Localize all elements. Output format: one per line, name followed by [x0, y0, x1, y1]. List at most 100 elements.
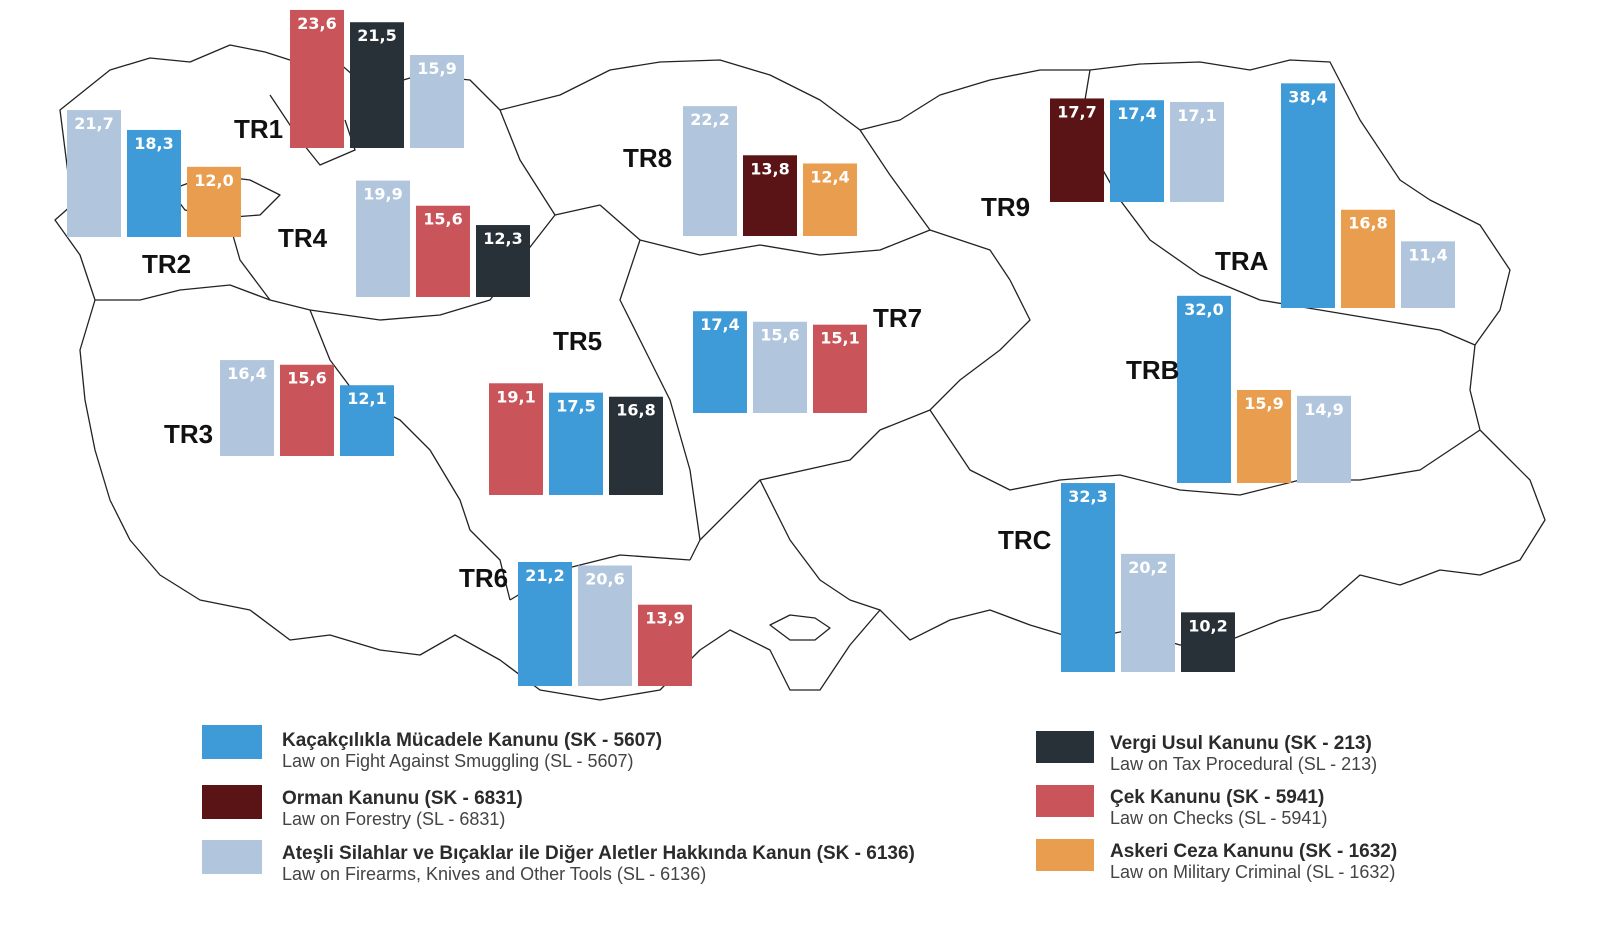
- bar-value-label: 19,9: [363, 185, 402, 204]
- bar-tr2-military: [187, 166, 241, 237]
- bar-value-label: 20,6: [585, 569, 624, 588]
- legend-item-smuggling: Kaçakçılıkla Mücadele Kanunu (SK - 5607)…: [202, 725, 662, 771]
- bar-group-tr6: 21,2 20,6 13,9: [518, 561, 692, 686]
- bar-tr9-firearms: [1170, 101, 1224, 202]
- region-labels: TR1 TR2 TR3 TR4 TR5 TR6 TR7 TR8 TR9 TRA TRB TRC: [142, 114, 1269, 593]
- bar-trb-smuggling: [1177, 295, 1231, 483]
- legend-title: Askeri Ceza Kanunu (SK - 1632): [1110, 841, 1397, 862]
- bar-tr4-checks: [416, 205, 470, 297]
- bar-tr5-checks: [489, 383, 543, 495]
- legend-item-military: Askeri Ceza Kanunu (SK - 1632) Law on Mi…: [1036, 839, 1397, 882]
- bar-value-label: 15,6: [423, 210, 462, 229]
- bar-tr7-checks: [813, 324, 867, 413]
- bar-group-trc: 32,3 20,2 10,2: [1061, 483, 1235, 672]
- bar-value-label: 17,5: [556, 397, 595, 416]
- region-label-tr7: TR7: [873, 303, 922, 333]
- bar-value-label: 16,4: [227, 364, 266, 383]
- region-label-tr9: TR9: [981, 192, 1030, 222]
- region-label-tra: TRA: [1215, 246, 1269, 276]
- border-tr2-tr3: [95, 284, 271, 301]
- bar-value-label: 21,7: [74, 114, 113, 133]
- bar-tr1-checks: [290, 9, 344, 148]
- bar-value-label: 12,1: [347, 389, 386, 408]
- border-tra-trb: [1199, 274, 1476, 346]
- bar-group-tr3: 16,4 15,6 12,1: [220, 360, 394, 456]
- bar-tr9-forestry: [1050, 98, 1104, 202]
- bar-trc-tax: [1181, 612, 1235, 672]
- bar-tr4-firearms: [356, 180, 410, 297]
- bar-value-label: 10,2: [1188, 616, 1227, 635]
- country-outline: [54, 44, 1546, 701]
- bar-value-label: 23,6: [297, 14, 336, 33]
- legend-swatch-firearms: [202, 840, 262, 874]
- bar-value-label: 19,1: [496, 387, 535, 406]
- bar-group-tr1: 23,6 21,5 15,9: [290, 9, 464, 149]
- legend-swatch-forestry: [202, 785, 262, 819]
- region-label-tr4: TR4: [278, 223, 328, 253]
- legend-item-forestry: Orman Kanunu (SK - 6831) Law on Forestry…: [202, 785, 523, 829]
- bar-value-label: 15,6: [287, 369, 326, 388]
- bar-value-label: 18,3: [134, 134, 173, 153]
- bar-value-label: 21,2: [525, 566, 564, 585]
- region-label-trc: TRC: [998, 525, 1052, 555]
- border-tr3-tr5: [309, 309, 511, 601]
- bar-tr7-smuggling: [693, 311, 747, 413]
- bar-tr6-checks: [638, 604, 692, 686]
- bar-tr8-firearms: [683, 106, 737, 236]
- bar-tr8-military: [803, 163, 857, 236]
- bar-value-label: 17,7: [1057, 102, 1096, 121]
- bar-value-label: 15,9: [1244, 394, 1283, 413]
- bar-tra-firearms: [1401, 241, 1455, 308]
- bar-tr9-smuggling: [1110, 100, 1164, 202]
- bar-value-label: 21,5: [357, 26, 396, 45]
- bar-value-label: 16,8: [616, 401, 655, 420]
- bar-tr4-tax: [476, 225, 530, 297]
- bar-value-label: 22,2: [690, 110, 729, 129]
- bar-value-label: 12,3: [483, 229, 522, 248]
- bar-value-label: 15,1: [820, 329, 859, 348]
- bar-tr5-smuggling: [549, 392, 603, 495]
- region-label-tr5: TR5: [553, 326, 602, 356]
- border-tr8-tr7: [639, 229, 1011, 281]
- bar-value-label: 17,4: [1117, 104, 1156, 123]
- bar-value-label: 38,4: [1288, 87, 1327, 106]
- bar-value-label: 12,4: [810, 167, 849, 186]
- border-tr4-tr8: [499, 109, 556, 216]
- legend-item-tax: Vergi Usul Kanunu (SK - 213) Law on Tax …: [1036, 731, 1377, 774]
- legend-subtitle: Law on Forestry (SL - 6831): [282, 809, 505, 829]
- bar-tr3-firearms: [220, 360, 274, 456]
- bar-value-label: 17,4: [700, 315, 739, 334]
- bar-value-label: 14,9: [1304, 400, 1343, 419]
- bar-value-label: 16,8: [1348, 214, 1387, 233]
- legend-title: Orman Kanunu (SK - 6831): [282, 788, 523, 809]
- legend-subtitle: Law on Military Criminal (SL - 1632): [1110, 862, 1395, 882]
- bar-value-label: 32,3: [1068, 487, 1107, 506]
- legend-item-checks: Çek Kanunu (SK - 5941) Law on Checks (SL…: [1036, 785, 1327, 828]
- bar-group-tr7: 17,4 15,6 15,1: [693, 311, 867, 413]
- legend-subtitle: Law on Firearms, Knives and Other Tools …: [282, 864, 706, 884]
- legend-title: Vergi Usul Kanunu (SK - 213): [1110, 733, 1372, 754]
- bar-tr6-firearms: [578, 565, 632, 686]
- legend-swatch-checks: [1036, 785, 1094, 817]
- legend-swatch-tax: [1036, 731, 1094, 763]
- bar-group-tr4: 19,9 15,6 12,3: [356, 180, 530, 297]
- bar-tr2-smuggling: [127, 129, 181, 237]
- bar-value-label: 11,4: [1408, 245, 1447, 264]
- bar-tra-smuggling: [1281, 83, 1335, 308]
- bar-tr1-tax: [350, 22, 404, 149]
- bar-tr6-smuggling: [518, 561, 572, 686]
- bar-value-label: 13,9: [645, 609, 684, 628]
- bar-value-label: 32,0: [1184, 300, 1223, 319]
- border-tr5-tr7: [599, 204, 701, 561]
- legend-subtitle: Law on Fight Against Smuggling (SL - 560…: [282, 751, 634, 771]
- bar-value-label: 20,2: [1128, 558, 1167, 577]
- region-label-tr1: TR1: [234, 114, 283, 144]
- bar-group-tra: 38,4 16,8 11,4: [1281, 83, 1455, 308]
- bar-trb-military: [1237, 389, 1291, 483]
- legend-subtitle: Law on Checks (SL - 5941): [1110, 808, 1327, 828]
- bar-groups: 23,6 21,5 15,9 21,7 18,3 12,0 16,4 15,6 12,1 19,9…: [67, 9, 1455, 686]
- bar-trb-firearms: [1297, 395, 1351, 483]
- region-label-tr8: TR8: [623, 143, 672, 173]
- bar-trc-firearms: [1121, 553, 1175, 672]
- legend-swatch-military: [1036, 839, 1094, 871]
